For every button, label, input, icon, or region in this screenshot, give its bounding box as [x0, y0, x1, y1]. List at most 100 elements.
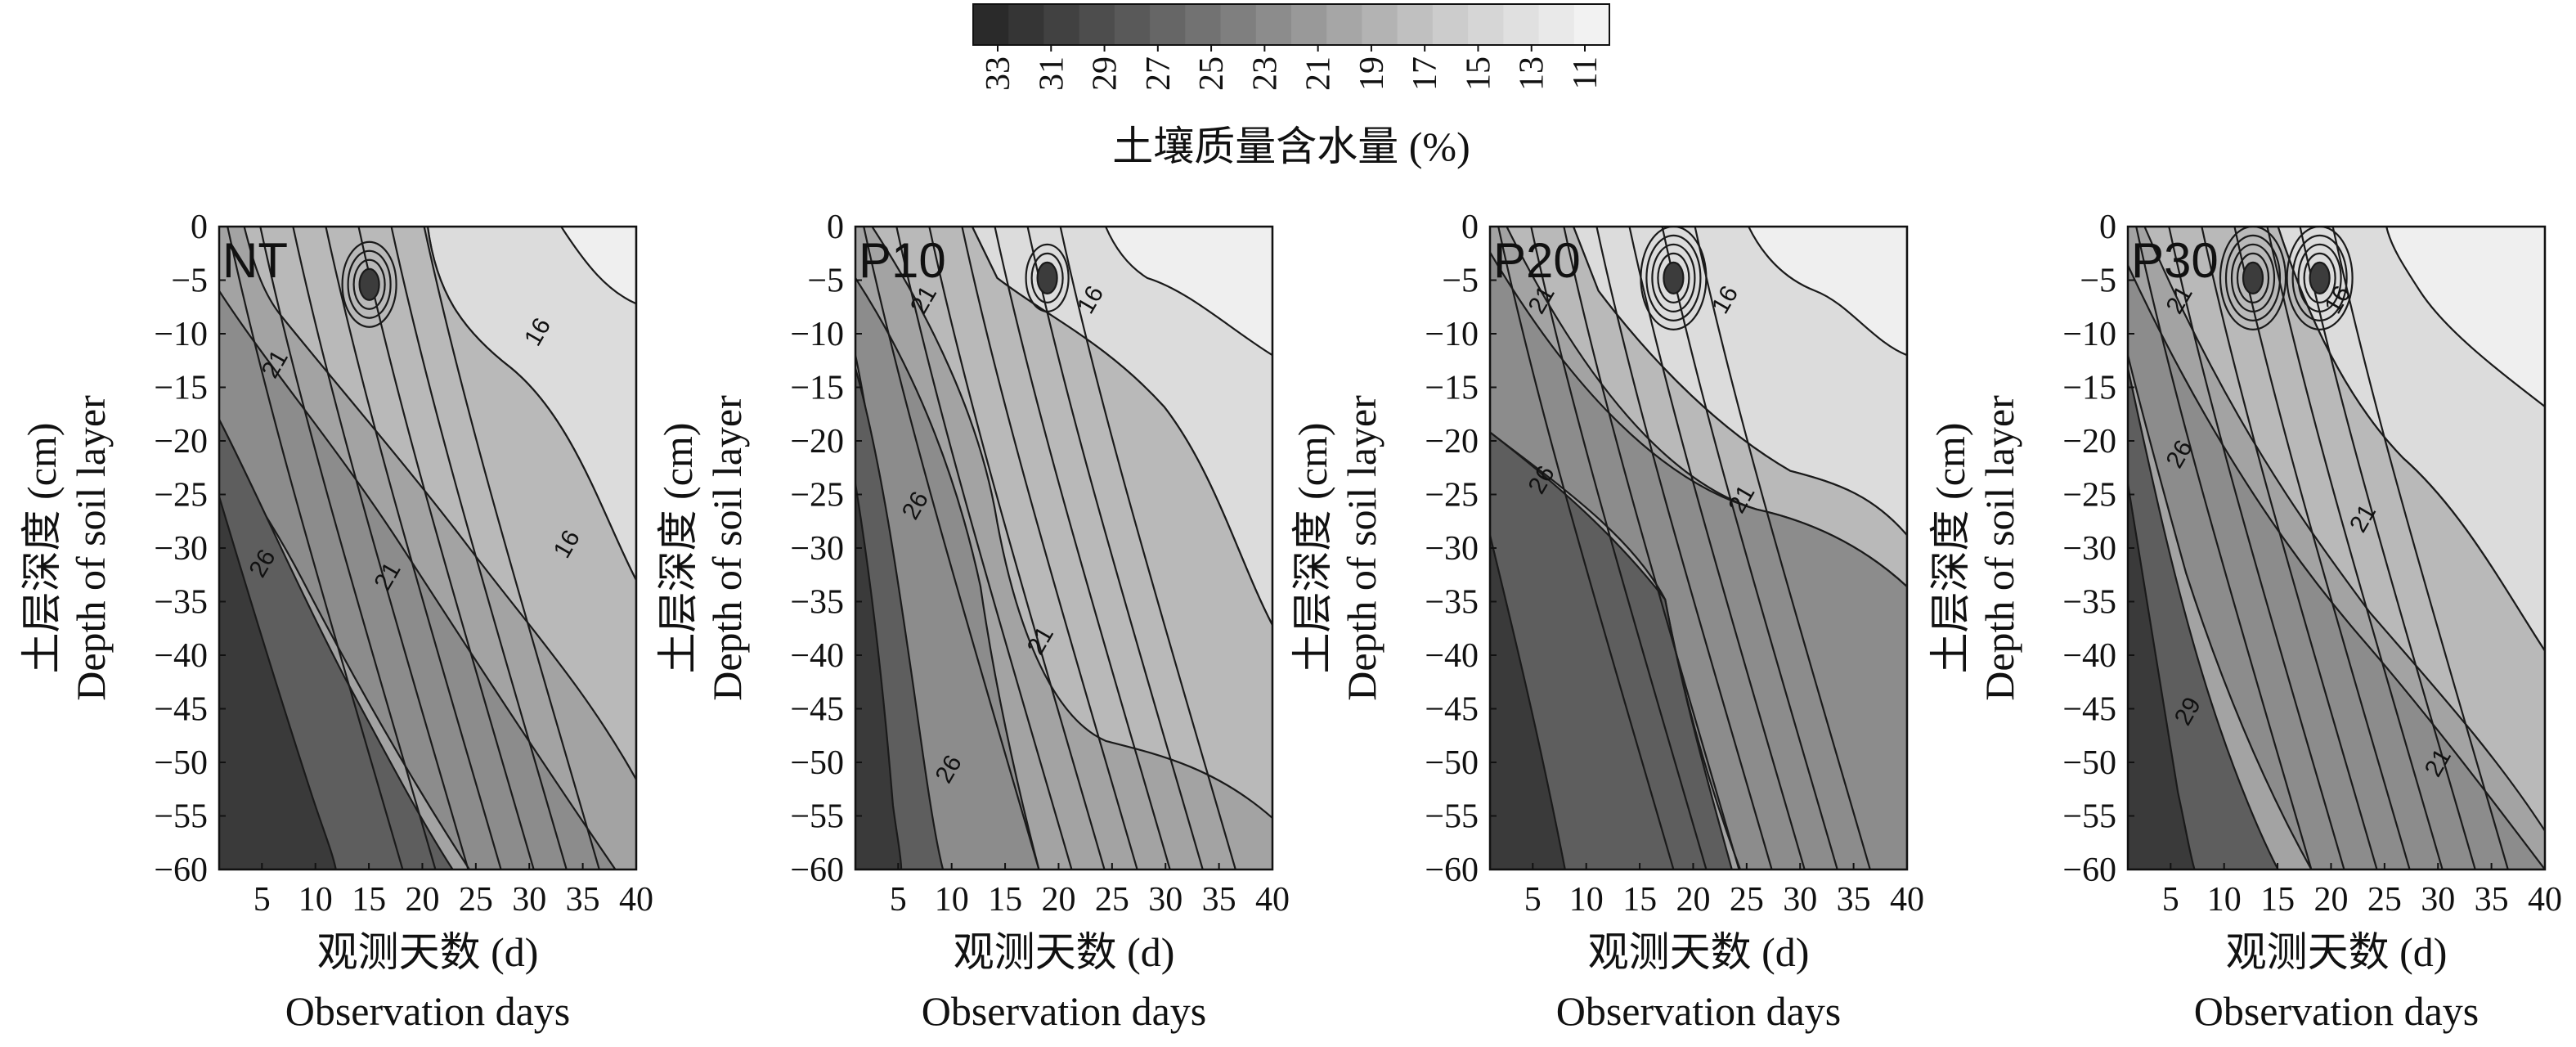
x-tick-label: 30: [2421, 881, 2455, 919]
contour-line: [2266, 227, 2444, 870]
contour-band: [1490, 252, 1907, 870]
contour-ring: [352, 258, 386, 310]
contour-line: [1490, 431, 1733, 870]
y-tick-label: −25: [154, 477, 208, 515]
contour-ring: [1030, 252, 1064, 303]
x-tick-label: 35: [1202, 881, 1236, 919]
y-tick-label: −5: [1442, 263, 1479, 300]
x-tick-label: 25: [1095, 881, 1129, 919]
contour-ring: [2242, 261, 2264, 294]
colorbar-title: 土壤质量含水量 (%): [1112, 124, 1470, 169]
y-tick-label: −15: [1425, 370, 1479, 407]
panel-tag: NT: [222, 233, 288, 288]
panel-tag: P20: [1493, 233, 1581, 288]
colorbar-tick-label: 21: [1300, 56, 1338, 91]
y-tick-label: −40: [1425, 637, 1479, 675]
colorbar-swatch: [1220, 4, 1257, 45]
x-tick-label: 10: [1569, 881, 1604, 919]
colorbar-tick-label: 23: [1246, 56, 1284, 91]
y-axis-title-cn: 土层深度 (cm): [19, 423, 65, 674]
contour-band: [1490, 535, 1565, 870]
y-tick-label: −50: [154, 744, 208, 782]
contour-line: [895, 227, 1073, 870]
contour-line: [855, 483, 903, 870]
colorbar-swatch: [1291, 4, 1327, 45]
y-tick-label: −20: [2062, 423, 2116, 461]
x-axis-title-cn: 观测天数 (d): [954, 929, 1175, 975]
x-tick-label: 20: [405, 881, 439, 919]
x-tick-label: 10: [2207, 881, 2242, 919]
y-tick-label: −25: [1425, 477, 1479, 515]
x-tick-label: 35: [566, 881, 600, 919]
y-tick-label: −10: [154, 316, 208, 353]
contour-ring: [2236, 252, 2270, 303]
contour-band: [1490, 432, 1732, 870]
x-tick-label: 15: [352, 881, 386, 919]
contour-band: [1573, 227, 1907, 536]
colorbar-swatch: [1150, 4, 1186, 45]
contour-line: [2128, 483, 2196, 870]
contour-line: [961, 227, 1138, 870]
x-axis-title-cn: 观测天数 (d): [1588, 929, 1810, 975]
contour-band: [1506, 227, 1907, 587]
contour-line: [2233, 227, 2411, 870]
contour-band: [428, 227, 636, 581]
y-tick-label: −20: [154, 423, 208, 461]
contour-line: [1490, 250, 1907, 870]
x-tick-label: 30: [1148, 881, 1183, 919]
y-tick-label: −55: [2062, 798, 2116, 836]
x-tick-label: 5: [1524, 881, 1542, 919]
colorbar-frame: [972, 3, 1610, 46]
contour-line: [390, 227, 568, 870]
x-axis-title-en: Observation days: [285, 988, 571, 1034]
contour-line: [2331, 227, 2509, 870]
contour-line: [928, 227, 1106, 870]
contour-ring: [1651, 243, 1696, 312]
colorbar-tick-label: 29: [1087, 56, 1124, 91]
y-tick-label: −40: [154, 637, 208, 675]
x-tick-label: 40: [1890, 881, 1924, 919]
contour-line: [292, 227, 469, 870]
y-tick-label: −15: [790, 370, 844, 407]
contour-ring: [1025, 243, 1070, 312]
x-axis-title-cn: 观测天数 (d): [317, 929, 539, 975]
y-tick-label: −60: [2062, 852, 2116, 889]
contour-ring: [2291, 234, 2348, 321]
contour-ring: [341, 240, 397, 328]
y-tick-label: −20: [1425, 423, 1479, 461]
contour-line: [1694, 227, 1871, 870]
contour-band: [2128, 265, 2545, 870]
y-tick-label: 0: [2099, 209, 2116, 246]
contour-line: [2299, 227, 2476, 870]
contour-ring: [1663, 261, 1685, 294]
contour-line: [2128, 264, 2545, 870]
y-tick-label: −35: [1425, 584, 1479, 622]
contour-band: [872, 227, 1272, 819]
colorbar-tick-label: 11: [1567, 56, 1604, 89]
y-tick-label: −50: [790, 744, 844, 782]
contour-line: [357, 227, 535, 870]
y-tick-label: −45: [1425, 691, 1479, 729]
y-tick-label: −30: [1425, 530, 1479, 568]
contour-line: [1104, 227, 1272, 357]
colorbar-tick-label: 27: [1140, 56, 1178, 91]
y-tick-label: −25: [790, 477, 844, 515]
y-tick-label: −40: [790, 637, 844, 675]
x-tick-label: 30: [1783, 881, 1817, 919]
contour-line: [219, 419, 454, 870]
y-axis-title-cn: 土层深度 (cm): [1290, 423, 1335, 674]
y-tick-label: −15: [2062, 370, 2116, 407]
y-tick-label: −50: [2062, 744, 2116, 782]
y-tick-label: −15: [154, 370, 208, 407]
contour-line: [855, 367, 945, 870]
contour-ring: [2309, 261, 2331, 294]
contour-line: [863, 227, 1040, 870]
contour-band: [972, 227, 1272, 626]
y-tick-label: −55: [154, 798, 208, 836]
x-tick-label: 25: [2367, 881, 2402, 919]
colorbar-swatch: [1043, 4, 1080, 45]
